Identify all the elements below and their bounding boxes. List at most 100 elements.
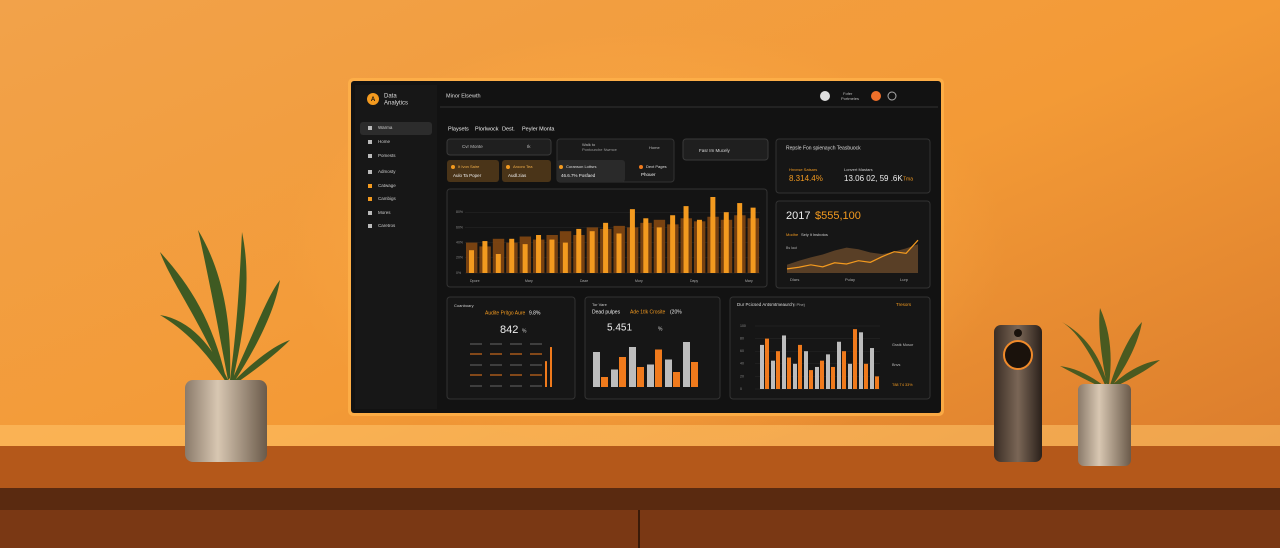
page-title: Minor Elsewth <box>446 93 481 99</box>
bar <box>637 367 644 387</box>
nav-item[interactable]: Admosty <box>378 169 396 174</box>
tab[interactable]: Playsets <box>448 126 469 132</box>
metric-value: 9.8% <box>529 310 541 316</box>
big-number: 5.451 <box>607 323 632 334</box>
bar <box>696 219 702 273</box>
nav-icon <box>368 197 372 201</box>
selector-sub: Pontourche Nwmce <box>582 147 618 152</box>
bar <box>798 344 802 389</box>
bar <box>549 239 555 273</box>
speaker <box>994 325 1042 462</box>
y-tick-label: 100 <box>740 324 746 328</box>
panel-title: Dur Pcicsed Antsmtmeaurch <box>737 302 794 307</box>
nav-active[interactable] <box>360 122 432 135</box>
bar <box>875 376 879 389</box>
bar <box>656 227 662 273</box>
bar <box>750 207 756 273</box>
tab[interactable]: Plorlwock <box>475 126 499 132</box>
chip-dot <box>639 165 643 169</box>
y-tick-label: 60 <box>740 349 744 353</box>
line <box>786 239 919 270</box>
plant-right <box>1060 308 1160 466</box>
x-tick-label: Dlars <box>790 277 799 282</box>
chip-sub: Phouer <box>641 172 656 177</box>
selector-title: Walk to <box>582 142 596 147</box>
tab[interactable]: Dest. <box>502 126 515 132</box>
nav-item[interactable]: Caretros <box>378 223 396 228</box>
chip-dot <box>506 165 510 169</box>
user-role: Portmeles <box>841 96 859 101</box>
y-tick-label: 80 <box>740 337 744 341</box>
nav-item[interactable]: Pomests <box>378 153 396 158</box>
nav-item[interactable]: Catwage <box>378 183 396 188</box>
metric-value: 13.06 02, 59 .6K <box>844 174 903 183</box>
selector-value: Home <box>649 145 660 150</box>
chip-title: It Ivon Saire <box>458 164 480 169</box>
bar <box>545 361 547 387</box>
bar <box>859 332 863 389</box>
chip[interactable] <box>502 160 551 182</box>
nav-item[interactable]: Cambigs <box>378 196 397 201</box>
bar <box>826 354 830 389</box>
settings-icon[interactable] <box>887 91 897 101</box>
chip-title: Arooro Tea <box>513 164 533 169</box>
bar <box>737 203 743 273</box>
nav-icon <box>368 224 372 228</box>
y-tick-label: 20 <box>740 374 744 378</box>
app-icon[interactable] <box>871 91 881 101</box>
bar <box>776 351 780 389</box>
y-tick-label: 0% <box>456 271 461 275</box>
logo-letter: A <box>371 97 376 103</box>
big-unit: % <box>658 326 663 332</box>
chip-title: Dext Pages <box>646 164 667 169</box>
tab[interactable]: Peyler Monta <box>522 126 555 132</box>
nav-item[interactable]: Home <box>378 139 391 144</box>
bar <box>616 233 622 273</box>
app-subtitle: Analytics <box>384 101 408 107</box>
legend-item: Gsstk Mosor <box>892 343 914 347</box>
bar <box>495 254 501 273</box>
bar <box>603 222 609 273</box>
panel-title: Tor Vare <box>592 302 608 307</box>
x-tick-label: Mary <box>525 279 533 283</box>
chip-sub: Audl.zias <box>508 173 527 178</box>
chip-title: Coranson Lottsrs <box>566 164 596 169</box>
nav-item[interactable]: Mores <box>378 210 391 215</box>
metric-value: 8.314.4% <box>789 174 823 183</box>
avatar[interactable] <box>820 91 830 101</box>
metric-label: Ade 1tlk Crosite <box>630 309 666 315</box>
bar <box>522 244 528 273</box>
chip[interactable] <box>447 160 499 182</box>
badge[interactable]: Tresors <box>896 302 912 307</box>
bar <box>809 370 813 389</box>
search-text: Cvr Monte <box>462 144 483 149</box>
bar <box>562 242 568 273</box>
bar <box>765 338 769 389</box>
metric-value: (20% <box>670 309 682 315</box>
user-name: Fofer <box>843 91 853 96</box>
chip[interactable] <box>557 160 625 182</box>
nav-item[interactable]: Warma <box>378 125 393 130</box>
bar <box>831 366 835 389</box>
bar <box>771 360 775 389</box>
filter-button[interactable] <box>682 138 769 161</box>
y-tick-label: 60% <box>456 225 463 229</box>
metric-label: Hnvnse Satsars <box>789 167 817 172</box>
bar <box>673 372 680 387</box>
bar <box>683 342 690 387</box>
x-tick-label: Mary <box>745 279 753 283</box>
bar <box>853 329 857 389</box>
logo-mark <box>367 93 379 105</box>
button-text[interactable]: Fasr Im Mucely <box>699 148 731 153</box>
y-tick-label: 20% <box>456 256 463 260</box>
bar <box>820 360 824 389</box>
nav-icon <box>368 126 372 130</box>
bar <box>655 349 662 387</box>
bar <box>804 351 808 389</box>
search-box[interactable] <box>446 138 552 156</box>
chip-dot <box>451 165 455 169</box>
bar <box>589 231 595 273</box>
chip-sub: 46.6.7% Posfaed <box>561 173 596 178</box>
legend-item: Sely lt lnsbotos <box>801 232 828 237</box>
bar <box>509 238 515 273</box>
